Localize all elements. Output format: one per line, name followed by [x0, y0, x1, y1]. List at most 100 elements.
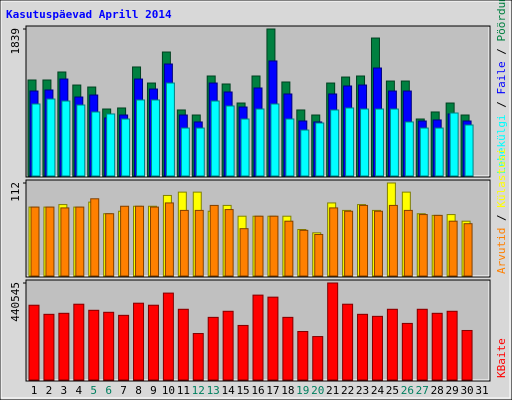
bar [312, 336, 324, 381]
bar [150, 99, 160, 177]
x-tick-label: 22 [341, 384, 354, 397]
bar [237, 324, 249, 381]
x-tick-label: 17 [266, 384, 279, 397]
bar [31, 103, 41, 177]
bar [330, 109, 340, 177]
bar [224, 209, 234, 277]
x-tick-label: 1 [31, 384, 38, 397]
bar [177, 308, 189, 381]
x-tick-label: 26 [401, 384, 414, 397]
x-tick-label: 24 [371, 384, 385, 397]
bar [359, 204, 369, 277]
legend-entry: Lehekülgi [495, 114, 508, 174]
legend-entry: Külastusi [495, 148, 508, 208]
bar [46, 98, 56, 177]
x-tick-label: 12 [192, 384, 205, 397]
bar [60, 207, 70, 277]
x-tick-label: 18 [281, 384, 294, 397]
bar [252, 294, 264, 381]
bar [419, 127, 429, 177]
bar [194, 209, 204, 277]
bar [418, 214, 428, 277]
x-tick-label: 14 [222, 384, 236, 397]
x-tick-label: 7 [120, 384, 127, 397]
bar [88, 309, 100, 381]
bar [76, 104, 86, 177]
x-tick-label: 27 [416, 384, 429, 397]
bar [345, 107, 355, 177]
x-tick-label: 8 [135, 384, 142, 397]
bar [314, 233, 324, 277]
legend-entry: Faile [495, 61, 508, 94]
bar [30, 206, 40, 277]
legend-separator: / [495, 208, 508, 228]
bar [449, 112, 459, 177]
x-tick-label: 6 [105, 384, 112, 397]
x-tick-label: 25 [386, 384, 399, 397]
legend-entry: KBaite [495, 338, 508, 378]
bar [195, 127, 205, 177]
bar [164, 202, 174, 277]
bar [136, 99, 146, 177]
bar [300, 129, 310, 177]
bar [329, 207, 339, 277]
x-tick-label: 29 [446, 384, 459, 397]
x-tick-label: 23 [356, 384, 369, 397]
bar [282, 316, 294, 381]
x-tick-label: 9 [150, 384, 157, 397]
x-tick-label: 19 [296, 384, 309, 397]
bar [209, 204, 219, 277]
x-tick-label: 10 [162, 384, 175, 397]
bar [360, 108, 370, 177]
bar [389, 108, 399, 177]
bar [284, 220, 294, 277]
bar [149, 206, 159, 277]
y-tick-label: 112 [9, 182, 22, 202]
bar [403, 209, 413, 277]
bar [91, 111, 101, 177]
bar [433, 214, 443, 277]
bar [254, 215, 264, 277]
bar [180, 127, 190, 177]
x-tick-label: 16 [251, 384, 264, 397]
bar [342, 303, 354, 381]
x-tick-label: 5 [90, 384, 97, 397]
x-tick-label: 13 [207, 384, 220, 397]
x-tick-label: 30 [460, 384, 473, 397]
bar [106, 113, 116, 177]
bar [299, 229, 309, 277]
bar [90, 198, 100, 277]
bar [374, 108, 384, 177]
bar [327, 282, 339, 381]
bar [207, 316, 219, 381]
legend-entry: Arvutid [495, 228, 508, 274]
x-tick-label: 11 [177, 384, 190, 397]
bar [121, 118, 131, 177]
bar [448, 220, 458, 277]
bar [105, 213, 115, 277]
bar [297, 330, 309, 381]
bar [315, 122, 325, 177]
bar [240, 118, 250, 177]
bar [464, 124, 474, 177]
bar [371, 315, 383, 381]
bar [404, 121, 414, 177]
x-tick-label: 3 [61, 384, 68, 397]
chart-title: Kasutuspäevad Aprill 2014 [6, 8, 172, 21]
legend-separator: / [495, 42, 508, 62]
bar [270, 103, 280, 177]
bar [120, 205, 130, 277]
bar [73, 303, 85, 381]
bar [446, 310, 458, 381]
bar [434, 127, 444, 177]
bar [388, 204, 398, 277]
legend: Arvutid / Külastusi [495, 148, 508, 274]
legend: Lehekülgi / Faile / Pöördumisi [495, 0, 508, 174]
x-tick-label: 15 [236, 384, 249, 397]
bar [135, 205, 145, 277]
x-tick-label: 21 [326, 384, 339, 397]
bar [192, 333, 204, 381]
legend-entry: Pöördumisi [495, 0, 508, 42]
